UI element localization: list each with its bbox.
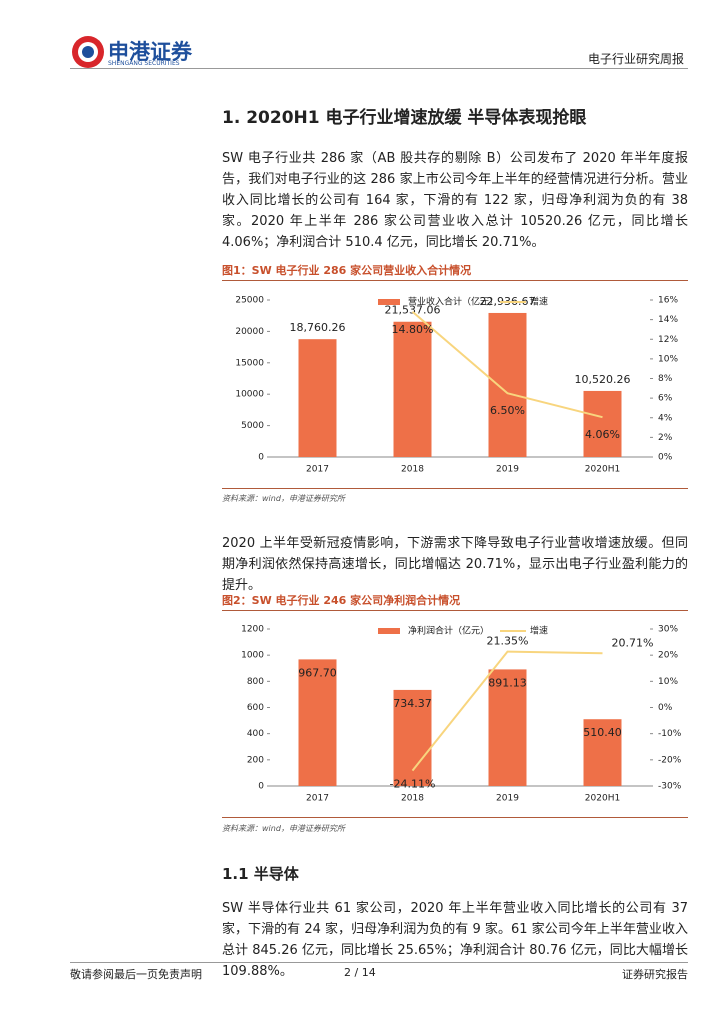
data-label: 510.40 (583, 726, 622, 739)
legend-swatch (378, 299, 400, 305)
x-tick-label: 2019 (496, 465, 519, 475)
y-tick-label: 25000 (235, 296, 264, 306)
paragraph: SW 电子行业共 286 家（AB 股共存的剔除 B）公司发布了 2020 年半… (222, 151, 689, 250)
footer-right: 证券研究报告 (622, 968, 688, 981)
y2-tick-label: -10% (658, 729, 682, 739)
y-tick-label: 10000 (235, 390, 264, 400)
y-tick-label: 1200 (241, 625, 264, 635)
data-label: 734.37 (393, 697, 432, 710)
legend-swatch (378, 628, 400, 634)
y2-tick-label: 20% (658, 651, 678, 661)
logo-text: 申港证券 (108, 40, 192, 64)
chart: 0 5000 10000 15000 20000 25000 0% 2% 4% 6% 8% 10% 12… (235, 295, 678, 475)
y2-tick-label: 14% (658, 315, 678, 325)
x-tick-label: 2019 (496, 794, 519, 804)
x-tick-label: 2020H1 (585, 465, 620, 475)
x-tick-label: 2018 (401, 465, 424, 475)
header-rule (70, 68, 688, 69)
source: 资料来源：wind，申港证券研究所 (222, 494, 345, 503)
data-label: 20.71% (612, 636, 654, 649)
y2-tick-label: 4% (658, 413, 673, 423)
caption-rule (222, 280, 688, 281)
data-label: -24.11% (390, 778, 436, 791)
data-label: 6.50% (490, 404, 525, 417)
y-tick-label: 5000 (241, 421, 264, 431)
bar (583, 390, 622, 457)
y2-tick-label: 8% (658, 374, 673, 384)
source-rule (222, 488, 688, 489)
legend-label: 增速 (530, 625, 548, 637)
logo-subtext: SHENGANG SECURITIES (108, 60, 180, 67)
y-tick-label: 800 (247, 677, 264, 687)
y2-tick-label: 0% (658, 703, 673, 713)
paragraph: 2020 上半年受新冠疫情影响，下游需求下降导致电子行业营收增速放缓。但同期净利… (222, 536, 688, 593)
x-tick-label: 2020H1 (585, 794, 620, 804)
caption-rule (222, 610, 688, 611)
y2-tick-label: -20% (658, 755, 682, 765)
bar (298, 659, 337, 786)
chart: 0 200 400 600 800 1000 1200 -30% -20% -10% 0% 10% 20… (241, 625, 682, 804)
y2-tick-label: 12% (658, 335, 678, 345)
data-label: 18,760.26 (290, 321, 346, 334)
y-tick-label: 20000 (235, 327, 264, 337)
data-label: 14.80% (392, 323, 434, 336)
y2-tick-label: 6% (658, 394, 673, 404)
y-tick-label: 0 (258, 453, 264, 463)
data-label: 10,520.26 (575, 373, 631, 386)
source: 资料来源：wind，申港证券研究所 (222, 824, 345, 833)
data-label: 21.35% (487, 635, 529, 648)
page-number: 2 / 14 (344, 966, 376, 979)
report-type: 电子行业研究周报 (587, 52, 684, 66)
subsection-title: 1.1 半导体 (222, 865, 299, 883)
figure-caption: 图2：SW 电子行业 246 家公司净利润合计情况 (222, 594, 461, 607)
y2-tick-label: -30% (658, 782, 682, 792)
y2-tick-label: 30% (658, 625, 678, 635)
y-tick-label: 200 (247, 755, 264, 765)
y-tick-label: 400 (247, 729, 264, 739)
paragraph: SW 半导体行业共 61 家公司，2020 年上半年营业收入同比增长的公司有 3… (222, 901, 688, 979)
source-rule (222, 817, 688, 818)
line (411, 311, 603, 419)
section-title: 1. 2020H1 电子行业增速放缓 半导体表现抢眼 (222, 108, 587, 128)
footer-rule (70, 962, 688, 963)
line (411, 650, 603, 772)
data-label: 4.06% (585, 428, 620, 441)
y2-tick-label: 10% (658, 354, 678, 364)
y-tick-label: 600 (247, 703, 264, 713)
y2-tick-label: 0% (658, 453, 673, 463)
y-tick-label: 0 (258, 782, 264, 792)
figure-caption: 图1：SW 电子行业 286 家公司营业收入合计情况 (222, 264, 472, 277)
y-tick-label: 1000 (241, 651, 264, 661)
y2-tick-label: 16% (658, 296, 678, 306)
bar (583, 719, 622, 786)
data-label: 891.13 (488, 676, 527, 689)
bar (488, 669, 527, 786)
logo-icon (72, 36, 104, 68)
x-tick-label: 2017 (306, 465, 329, 475)
y-tick-label: 15000 (235, 358, 264, 368)
bar (298, 339, 337, 457)
y2-tick-label: 2% (658, 433, 673, 443)
bar (488, 312, 527, 457)
y2-tick-label: 10% (658, 677, 678, 687)
legend-label: 增速 (530, 296, 548, 308)
footer-left: 敬请参阅最后一页免责声明 (70, 968, 202, 981)
bar (393, 321, 432, 457)
legend-label: 净利润合计（亿元） (408, 625, 489, 637)
data-label: 967.70 (298, 666, 337, 679)
data-label: 21,537.06 (385, 304, 441, 317)
x-tick-label: 2018 (401, 794, 424, 804)
x-tick-label: 2017 (306, 794, 329, 804)
legend-label: 营业收入合计（亿元） (408, 296, 498, 308)
